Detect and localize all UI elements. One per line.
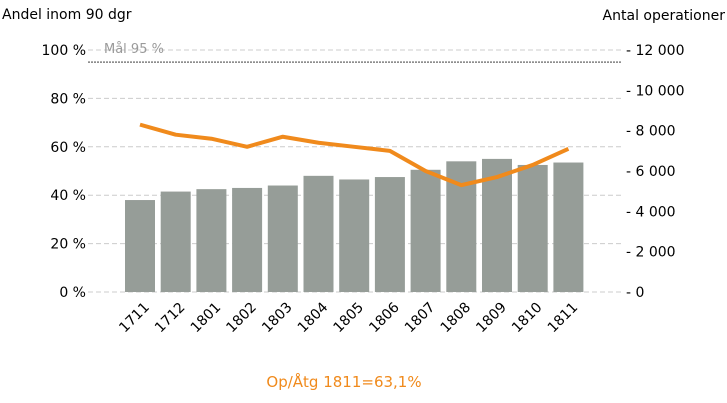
category-label: 1807 — [402, 300, 439, 337]
category-label: 1811 — [545, 300, 582, 337]
category-label: 1810 — [509, 300, 546, 337]
category-label: 1806 — [366, 299, 403, 336]
category-label: 1711 — [116, 300, 153, 337]
bar-1805 — [339, 179, 370, 292]
category-labels: 1711 1712 1801 1802 1803 1804 1805 1806 1807 1808… — [116, 299, 581, 336]
right-tick-label: - 0 — [626, 285, 644, 301]
bar-1807 — [410, 169, 441, 292]
bar-1806 — [374, 177, 405, 292]
left-tick-label: 40 % — [50, 188, 86, 204]
right-tick-label: - 6 000 — [626, 164, 676, 180]
bar-1801 — [196, 189, 227, 292]
category-label: 1809 — [473, 300, 510, 337]
left-tick-label: 0 % — [59, 285, 86, 301]
category-label: 1712 — [152, 300, 189, 337]
category-label: 1803 — [259, 300, 296, 337]
goal-line-group: Mål 95 % — [88, 42, 622, 63]
right-axis-ticks: - 0 - 2 000 - 4 000 - 6 000 - 8 000 - 10 000 -… — [626, 43, 685, 301]
bar-1711 — [125, 200, 155, 292]
bar-1803 — [267, 185, 298, 292]
left-tick-label: 80 % — [50, 91, 86, 107]
line-series — [139, 122, 570, 188]
category-label: 1804 — [295, 299, 332, 336]
right-axis-title: Antal operationer — [603, 8, 726, 24]
bar-series — [125, 158, 584, 292]
footnote: Op/Åtg 1811=63,1% — [266, 372, 421, 391]
left-axis-ticks: 0 % 20 % 40 % 60 % 80 % 100 % — [42, 43, 86, 301]
right-tick-label: - 2 000 — [626, 245, 676, 261]
bar-1804 — [303, 175, 334, 292]
bar-1802 — [232, 187, 263, 292]
right-tick-label: - 10 000 — [626, 83, 685, 99]
right-tick-label: - 4 000 — [626, 204, 676, 220]
category-label: 1805 — [331, 300, 368, 337]
goal-label: Mål 95 % — [104, 42, 164, 57]
bar-1811 — [553, 162, 584, 292]
right-tick-label: - 12 000 — [626, 43, 685, 59]
left-axis-title: Andel inom 90 dgr — [2, 7, 132, 23]
category-label: 1801 — [188, 300, 225, 337]
left-tick-label: 100 % — [42, 43, 86, 59]
right-tick-label: - 8 000 — [626, 124, 676, 140]
category-label: 1802 — [223, 300, 260, 337]
left-tick-label: 20 % — [50, 237, 86, 253]
category-label: 1808 — [438, 300, 475, 337]
left-tick-label: 60 % — [50, 140, 86, 156]
bar-1810 — [517, 164, 548, 292]
bar-1712 — [160, 191, 191, 292]
